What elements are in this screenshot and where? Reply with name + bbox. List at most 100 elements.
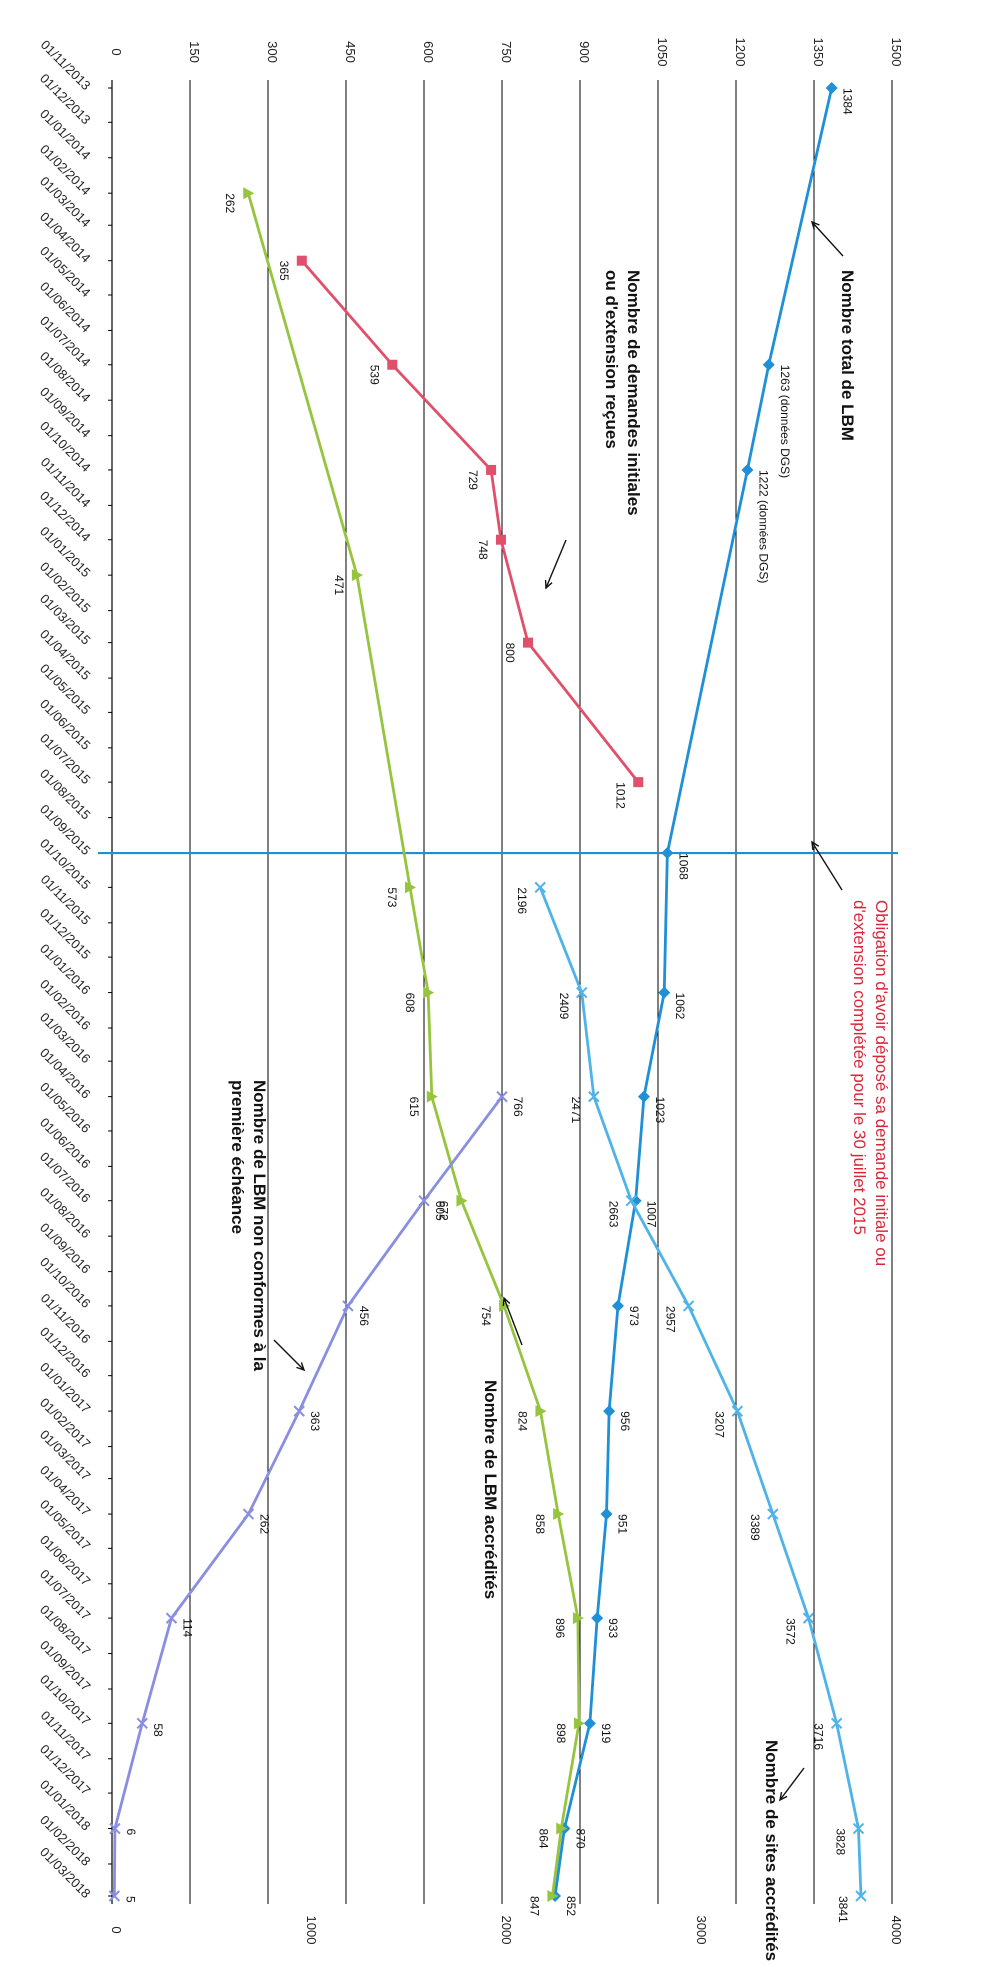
total_lbm-series-line xyxy=(553,87,834,1897)
gridlines xyxy=(111,80,893,1904)
total_lbm-annotation: Nombre total de LBM xyxy=(838,270,857,441)
accredites-marker xyxy=(553,1508,565,1521)
annotation-arrow xyxy=(273,1339,305,1371)
left-axis-tick-label: 600 xyxy=(421,41,436,63)
total_lbm-marker xyxy=(637,1090,650,1103)
total_lbm-data-label: 1062 xyxy=(673,993,687,1020)
annotation-arrow-head xyxy=(544,579,553,590)
demandes-data-label: 729 xyxy=(466,470,480,490)
demandes-marker xyxy=(296,255,307,266)
accredites-data-label: 847 xyxy=(527,1896,541,1916)
left-axis-tick-label: 1500 xyxy=(889,38,904,67)
accredites-marker xyxy=(456,1194,468,1207)
non_conformes-data-label: 5 xyxy=(123,1896,137,1903)
total_lbm-data-label: 870 xyxy=(573,1829,587,1849)
accredites-annotation-line: Nombre de LBM accrédités xyxy=(481,1380,500,1599)
total_lbm-data-label: 919 xyxy=(599,1723,613,1743)
sites-marker xyxy=(852,1822,865,1835)
obligation-annotation-line: d'extension complétée pour le 30 juillet… xyxy=(850,900,869,1235)
total_lbm-data-label: 956 xyxy=(618,1411,632,1431)
non_conformes-data-label: 363 xyxy=(308,1411,322,1431)
total_lbm-data-label: 1384 xyxy=(841,88,855,115)
total_lbm-data-label: 1007 xyxy=(645,1201,659,1228)
non_conformes-data-label: 456 xyxy=(357,1306,371,1326)
accredites-data-label: 608 xyxy=(403,993,417,1013)
right-axis-ticks: 0 1000 2000 3000 4000 xyxy=(109,1916,904,1945)
sites-marker xyxy=(830,1717,843,1730)
demandes-data-label: 800 xyxy=(503,643,517,663)
sites-annotation: Nombre de sites accrédités xyxy=(762,1740,781,1961)
accredites-data-label: 672 xyxy=(436,1201,450,1221)
right-axis-tick-label: 4000 xyxy=(889,1916,904,1945)
annotation-arrow-head xyxy=(811,840,820,851)
annotation-arrow xyxy=(779,1767,805,1801)
annotation-arrow-head xyxy=(779,1792,788,1802)
sites-marker xyxy=(802,1612,815,1624)
total_lbm-marker xyxy=(603,1405,616,1418)
sites-data-label: 2957 xyxy=(664,1306,678,1333)
right-axis-tick-label: 3000 xyxy=(694,1916,709,1945)
demandes-series-line xyxy=(300,259,640,784)
annotation-arrows xyxy=(273,220,844,1802)
demandes-marker xyxy=(495,534,506,545)
left-axis-tick-label: 450 xyxy=(343,41,358,63)
sites-marker xyxy=(682,1300,695,1312)
non_conformes-marker xyxy=(108,1890,121,1902)
sites-data-label: 2663 xyxy=(606,1201,620,1228)
total_lbm-marker xyxy=(762,358,775,371)
sites-data-label: 2471 xyxy=(569,1097,583,1124)
accredites-marker xyxy=(535,1405,547,1418)
accredites-marker xyxy=(351,569,363,582)
accredites-data-label: 471 xyxy=(332,575,346,595)
total_lbm-marker xyxy=(825,82,838,94)
non_conformes-marker xyxy=(109,1822,121,1835)
accredites-data-label: 262 xyxy=(223,193,237,213)
right-axis-tick-label: 1000 xyxy=(304,1916,319,1945)
non_conformes-data-label: 262 xyxy=(258,1514,272,1534)
non_conformes-data-label: 605 xyxy=(433,1201,447,1221)
non_conformes-marker xyxy=(496,1090,508,1103)
annotation-arrow-head xyxy=(296,1362,306,1372)
left-axis-tick-label: 150 xyxy=(187,41,202,63)
accredites-data-label: 858 xyxy=(533,1514,547,1534)
demandes-data-label: 365 xyxy=(277,261,291,281)
total_lbm-marker xyxy=(583,1717,596,1730)
sites-marker xyxy=(534,881,546,894)
non_conformes-data-label: 6 xyxy=(124,1829,138,1836)
accredites-marker xyxy=(499,1299,511,1312)
sites-data-label: 2196 xyxy=(515,887,529,914)
demandes-marker xyxy=(387,359,398,370)
non_conformes-marker xyxy=(418,1194,430,1207)
demandes-marker xyxy=(523,637,533,648)
non_conformes-marker xyxy=(242,1508,255,1520)
total_lbm-marker xyxy=(661,847,674,860)
non_conformes-marker xyxy=(136,1717,148,1730)
obligation-annotation-line: Obligation d'avoir déposé sa demande ini… xyxy=(872,900,891,1266)
accredites-marker xyxy=(556,1822,568,1835)
demandes-data-label: 748 xyxy=(476,540,490,560)
non_conformes-data-label: 58 xyxy=(151,1723,165,1737)
non_conformes-annotation-line: première échéance xyxy=(228,1080,247,1234)
demandes-marker xyxy=(486,464,497,475)
sites-marker xyxy=(767,1508,779,1520)
non_conformes-annotation-line: Nombre de LBM non conformes à la xyxy=(250,1080,269,1371)
accredites-data-label: 898 xyxy=(554,1723,568,1743)
total_lbm-annotation-line: Nombre total de LBM xyxy=(838,270,857,441)
total_lbm-data-label: 1023 xyxy=(653,1097,667,1124)
total_lbm-data-label: 973 xyxy=(627,1306,641,1326)
total_lbm-data-label: 852 xyxy=(564,1896,578,1916)
accredites-data-label: 754 xyxy=(479,1306,493,1326)
non_conformes-marker xyxy=(165,1612,178,1624)
demandes-annotation-line: ou d'extension reçues xyxy=(602,270,621,449)
series-layer xyxy=(108,82,867,1902)
sites-data-label: 3841 xyxy=(836,1896,850,1923)
accredites-marker xyxy=(572,1612,584,1625)
annotations: Nombre total de LBM Nombre de demandes in… xyxy=(228,270,891,1961)
total_lbm-data-label: 1222 (données DGS) xyxy=(756,470,770,583)
sites-marker xyxy=(731,1405,744,1417)
obligation-annotation: Obligation d'avoir déposé sa demande ini… xyxy=(850,900,891,1266)
sites-data-label: 3828 xyxy=(833,1829,847,1856)
accredites-data-label: 864 xyxy=(536,1829,550,1849)
total_lbm-data-label: 1263 (données DGS) xyxy=(778,365,792,478)
